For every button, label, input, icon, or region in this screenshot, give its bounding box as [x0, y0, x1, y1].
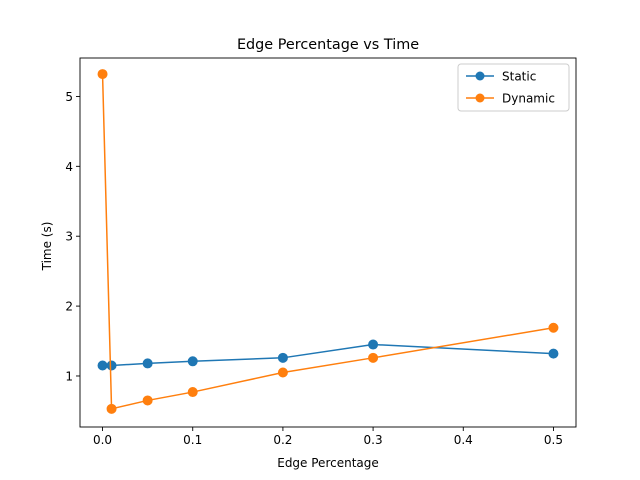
legend-label: Dynamic	[502, 92, 555, 106]
x-axis-label: Edge Percentage	[277, 456, 379, 470]
data-point	[277, 352, 288, 363]
x-tick-label: 0.2	[273, 433, 292, 447]
y-tick-label: 5	[65, 90, 73, 104]
axes-frame	[79, 57, 577, 428]
y-tick-label: 1	[65, 369, 73, 383]
plot-area: 0.0 0.1 0.2 0.3 0.4 0.5 1 2 3 4 5	[65, 57, 577, 447]
legend-marker	[475, 71, 485, 81]
data-point	[106, 403, 117, 414]
y-axis-label: Time (s)	[40, 222, 54, 272]
data-point	[142, 395, 153, 406]
chart-title: Edge Percentage vs Time	[237, 37, 419, 53]
y-tick-label: 3	[65, 230, 73, 244]
data-point	[368, 339, 379, 350]
legend-label: Static	[502, 70, 536, 84]
y-tick-label: 2	[65, 300, 73, 314]
series-dynamic	[97, 69, 559, 414]
series-static	[97, 339, 559, 371]
legend: Static Dynamic	[457, 63, 570, 112]
data-point	[548, 322, 559, 333]
x-tick-label: 0.4	[454, 433, 473, 447]
data-point	[97, 69, 108, 80]
legend-marker	[475, 93, 485, 103]
data-point	[106, 360, 117, 371]
x-tick-label: 0.5	[544, 433, 563, 447]
data-point	[97, 360, 108, 371]
data-point	[142, 358, 153, 369]
data-point	[368, 352, 379, 363]
x-tick-label: 0.0	[93, 433, 112, 447]
y-tick-label: 4	[65, 160, 73, 174]
data-point	[187, 387, 198, 398]
data-point	[187, 356, 198, 367]
x-tick-label: 0.3	[364, 433, 383, 447]
data-point	[548, 348, 559, 359]
data-point	[277, 367, 288, 378]
x-tick-label: 0.1	[183, 433, 202, 447]
